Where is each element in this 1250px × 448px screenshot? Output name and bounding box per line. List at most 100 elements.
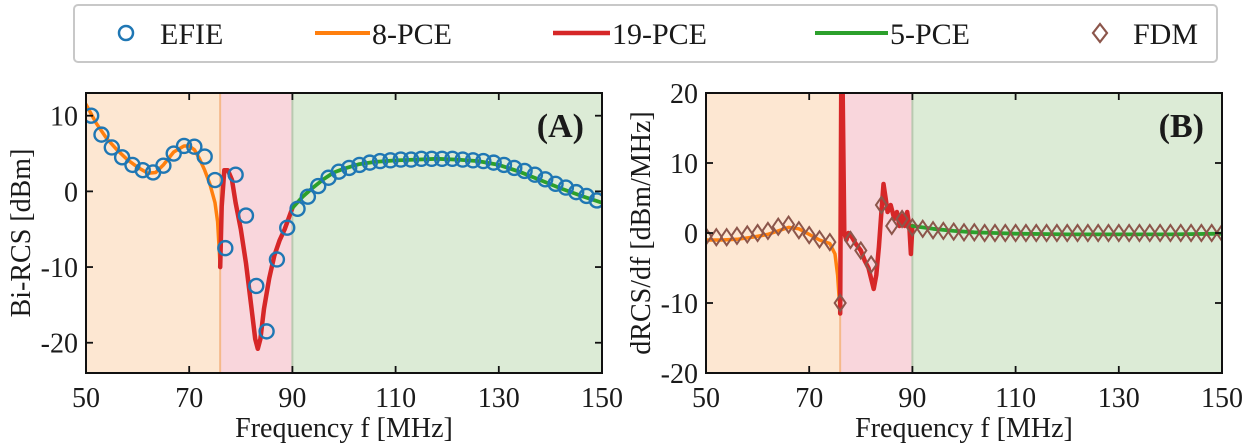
efie-point [113, 149, 131, 166]
fdm-point [1122, 223, 1136, 243]
efie-point [578, 187, 595, 205]
fdm-point [957, 222, 971, 243]
x-tick-label: 110 [375, 383, 416, 414]
fdm-point [740, 224, 754, 245]
panel-b-xlabel: Frequency f [MHz] [855, 413, 1073, 444]
fdm-point [843, 230, 858, 250]
efie-point [299, 188, 317, 205]
legend-entry-5-pce: 5-PCE [815, 18, 970, 51]
fdm-point [1029, 223, 1043, 243]
efie-point [382, 152, 399, 169]
fdm-point [967, 222, 982, 243]
fdm-point [792, 220, 806, 240]
x-tick-label: 130 [478, 383, 520, 414]
x-tick-label: 90 [898, 383, 926, 414]
y-tick-label: 10 [670, 149, 698, 180]
efie-point [217, 239, 234, 257]
fdm-point [1039, 223, 1054, 243]
panel-a-label: (A) [537, 108, 584, 145]
panel-b-ylabel: dRCS/df [dBm/MHz] [626, 111, 657, 354]
panel-a: 50 70 90 110 130 150 10 0 -10 -20 (A) Frequency f… [6, 92, 623, 444]
efie-point [103, 139, 121, 156]
efie-point [155, 157, 172, 174]
efie-point [330, 163, 348, 180]
legend-label-efie: EFIE [160, 18, 223, 51]
fdm-point [1050, 223, 1064, 243]
fdm-point [750, 223, 765, 243]
fdm-point [761, 221, 775, 241]
y-tick-label: 0 [64, 177, 78, 208]
fdm-point [802, 225, 816, 245]
efie-point [258, 323, 275, 340]
fdm-point [895, 209, 909, 229]
efie-point [248, 277, 265, 295]
fdm-point [1204, 223, 1219, 243]
fdm-point [885, 216, 899, 236]
efie-point [516, 162, 533, 180]
efie-point [433, 150, 451, 168]
x-tick-label: 150 [1201, 383, 1243, 414]
fdm-point [1112, 223, 1126, 243]
efie-point [134, 161, 151, 179]
efie-point [464, 152, 482, 169]
y-tick-label: 10 [50, 102, 78, 133]
legend: EFIE 8-PCE 19-PCE 5-PCE FDM [73, 4, 1218, 63]
fdm-point [771, 216, 785, 237]
efie-point [392, 151, 409, 168]
fdm-point [719, 227, 734, 247]
efie-point [310, 177, 327, 195]
legend-entry-8-pce: 8-PCE [315, 18, 452, 51]
fdm-point [926, 220, 940, 240]
legend-label-fdm: FDM [1133, 18, 1198, 51]
efie-point [289, 200, 306, 217]
efie-point [506, 159, 523, 177]
fdm-point [1060, 223, 1074, 243]
fdm-point [1143, 223, 1157, 243]
legend-entry-19-pce: 19-PCE [553, 18, 707, 51]
panel-b-series [706, 93, 1222, 316]
efie-point [547, 175, 564, 193]
efie-point [196, 148, 213, 165]
fdm-point [1215, 223, 1222, 243]
panel-a-ticks: 50 70 90 110 130 150 10 0 -10 -20 [41, 93, 623, 414]
fdm-point [1163, 223, 1178, 243]
fdm-point [730, 226, 744, 246]
panel-b-ticks: 50 70 90 110 130 150 20 10 0 -10 -20 [661, 79, 1243, 414]
panel-b-label: (B) [1159, 108, 1204, 145]
efie-point [268, 251, 286, 268]
efie-point [86, 107, 100, 124]
efie-point [237, 207, 255, 224]
panel-a-regions [86, 93, 602, 373]
efie-point [454, 151, 471, 168]
efie-point [361, 154, 378, 171]
efie-point [568, 183, 585, 201]
fdm-point [1008, 223, 1023, 243]
y-tick-label: 0 [684, 219, 698, 250]
efie-point [165, 145, 182, 162]
fdm-point [988, 223, 1002, 243]
panel-b: 50 70 90 110 130 150 20 10 0 -10 -20 (B) Frequency… [626, 79, 1243, 444]
efie-point [444, 150, 461, 168]
x-tick-label: 50 [72, 383, 100, 414]
x-tick-label: 70 [175, 383, 203, 414]
fdm-point [977, 223, 992, 243]
fdm-point [1101, 223, 1116, 243]
fdm-point [1174, 223, 1188, 243]
legend-label-5-pce: 5-PCE [890, 18, 970, 51]
x-tick-label: 110 [995, 383, 1036, 414]
fdm-point [1132, 223, 1147, 243]
fdm-point [1019, 223, 1033, 243]
efie-point [186, 138, 203, 155]
efie-point [206, 171, 224, 189]
efie-point [413, 150, 430, 168]
x-tick-label: 150 [581, 383, 623, 414]
fdm-point [854, 240, 868, 261]
fdm-point [781, 214, 796, 235]
efie-point [557, 179, 575, 196]
diamond-icon [1091, 22, 1109, 44]
panel-a-frame [85, 92, 603, 374]
fdm-point [1070, 223, 1085, 243]
efie-point [588, 192, 602, 209]
legend-label-8-pce: 8-PCE [372, 18, 452, 51]
fdm-point [812, 229, 827, 250]
